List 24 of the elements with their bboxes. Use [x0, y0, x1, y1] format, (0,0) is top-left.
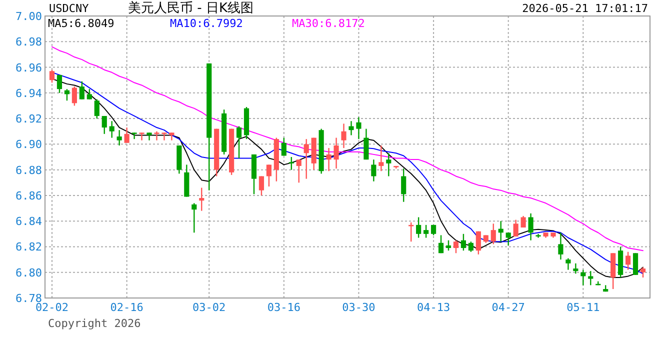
x-tick-label: 02-16	[110, 301, 144, 314]
y-tick-label: 6.94	[16, 86, 42, 100]
y-tick-label: 7.00	[16, 10, 42, 23]
x-tick-label: 02-02	[35, 301, 69, 314]
chart-title: 美元人民币 - 日K线图	[128, 0, 254, 16]
x-tick-label: 03-16	[267, 301, 300, 314]
x-tick-label: 04-27	[492, 301, 525, 314]
y-tick-label: 6.96	[16, 61, 42, 74]
text: USDCNY	[49, 2, 90, 15]
x-tick-label: 05-11	[566, 301, 600, 314]
text: 2026-05-21 17:01:17	[522, 2, 648, 15]
y-tick-label: 6.98	[16, 36, 42, 49]
x-tick-label: 04-13	[416, 301, 450, 314]
y-tick-label: 6.86	[16, 189, 42, 202]
y-tick-label: 6.90	[16, 138, 42, 152]
y-tick-label: 6.88	[16, 164, 42, 177]
x-tick-label: 03-30	[342, 301, 376, 314]
y-tick-label: 6.80	[16, 266, 42, 280]
y-tick-label: 6.82	[16, 240, 42, 254]
text: Copyright 2026	[48, 317, 141, 330]
legend: MA5:6.8049 MA10:6.7992 MA30:6.8172	[48, 17, 365, 30]
x-tick-label: 03-02	[192, 301, 226, 314]
y-tick-label: 6.84	[16, 215, 42, 228]
y-tick-label: 6.92	[16, 112, 42, 126]
